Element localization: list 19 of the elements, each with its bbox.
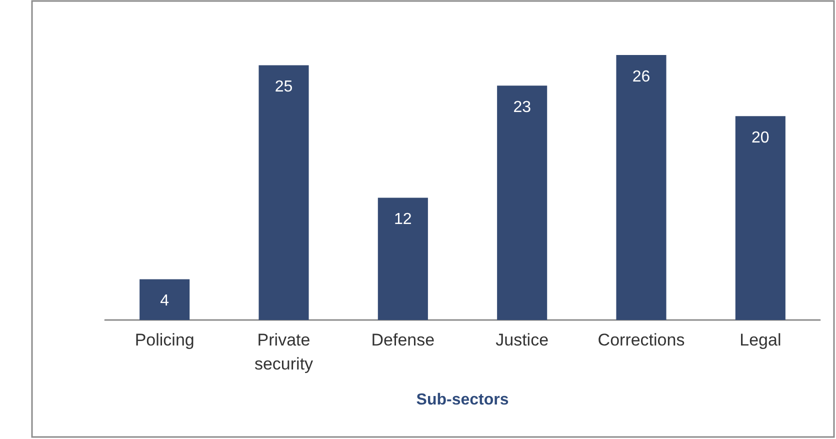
bar: [378, 198, 428, 320]
data-label: 23: [513, 99, 532, 116]
bar: [616, 55, 666, 320]
x-tick-label: Legal: [740, 330, 782, 350]
data-label: 25: [274, 78, 293, 96]
x-tick-label: Private security: [254, 330, 314, 374]
x-tick-label: Defense: [371, 330, 435, 350]
bar: [258, 65, 309, 320]
x-tick-label: Policing: [134, 330, 194, 350]
data-label: 12: [394, 211, 412, 228]
x-tick-label: Justice: [496, 330, 549, 350]
data-label: 26: [632, 68, 650, 86]
data-label: 4: [160, 292, 170, 310]
x-tick-label: Corrections: [598, 330, 685, 350]
x-axis-title: Sub-sectors: [416, 392, 509, 408]
bar: [140, 279, 190, 320]
bar: [497, 86, 548, 320]
bar: [735, 116, 786, 320]
data-label: 20: [752, 130, 770, 147]
